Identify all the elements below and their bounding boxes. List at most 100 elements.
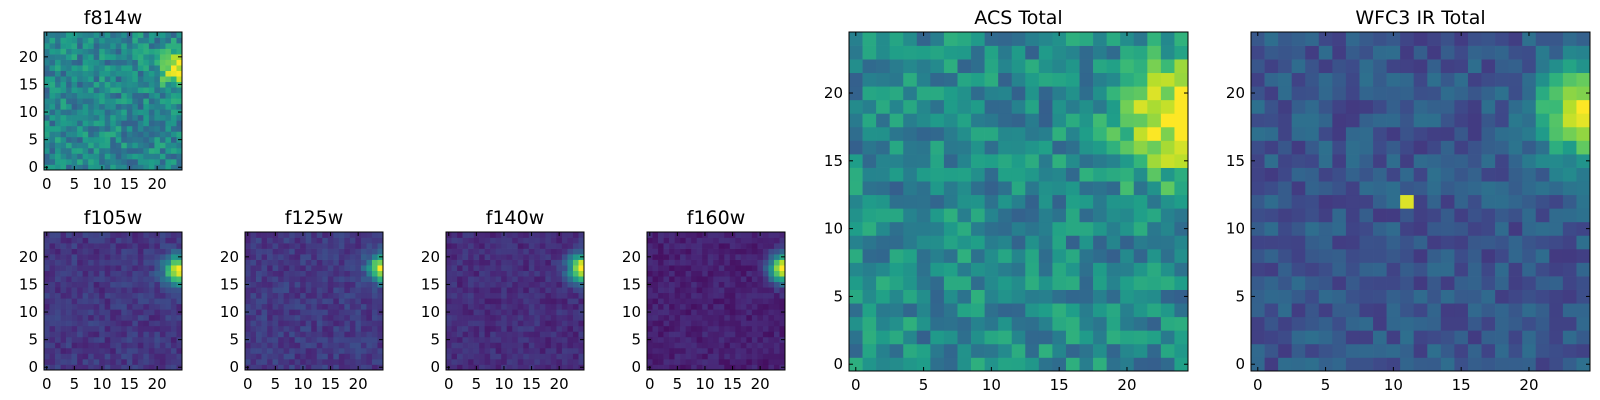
heatmap-cell — [762, 237, 769, 244]
heatmap-cell — [294, 309, 301, 316]
heatmap-cell — [170, 103, 177, 110]
heatmap-cell — [66, 232, 72, 238]
heatmap-cell — [360, 232, 367, 238]
heatmap-cell — [903, 86, 918, 101]
heatmap-cell — [250, 336, 257, 343]
heatmap-cell — [550, 259, 557, 266]
heatmap-cell — [1427, 316, 1442, 331]
heatmap-cell — [82, 120, 89, 127]
heatmap-cell — [305, 364, 312, 371]
heatmap-cell — [1011, 194, 1026, 209]
heatmap-cell — [462, 336, 469, 343]
heatmap-cell — [773, 364, 780, 371]
heatmap-cell — [132, 342, 139, 349]
heatmap-cell — [1413, 343, 1428, 358]
heatmap-cell — [457, 347, 463, 354]
heatmap-cell — [762, 314, 769, 321]
heatmap-cell — [1025, 32, 1040, 46]
heatmap-cell — [371, 358, 378, 365]
heatmap-cell — [77, 87, 83, 94]
heatmap-cell — [751, 237, 758, 244]
heatmap-cell — [71, 309, 78, 316]
heatmap-cell — [1318, 181, 1333, 196]
heatmap-cell — [523, 331, 530, 338]
heatmap-cell — [355, 270, 362, 277]
heatmap-cell — [1291, 32, 1306, 46]
heatmap-cell — [272, 320, 279, 327]
heatmap-cell — [757, 254, 764, 260]
heatmap-cell — [355, 353, 362, 360]
heatmap-cell — [674, 303, 681, 310]
heatmap-cell — [523, 325, 530, 332]
heatmap-cell — [283, 320, 290, 327]
heatmap-cell — [572, 336, 579, 343]
heatmap-cell — [1332, 154, 1347, 168]
heatmap-cell — [751, 331, 758, 338]
heatmap-cell — [501, 358, 508, 365]
heatmap-cell — [572, 358, 579, 365]
heatmap-cell — [316, 325, 323, 332]
heatmap-cell — [735, 254, 742, 260]
heatmap-cell — [1549, 113, 1564, 128]
heatmap-cell — [82, 248, 89, 255]
heatmap-cell — [652, 270, 659, 277]
heatmap-cell — [366, 331, 373, 338]
heatmap-cell — [1481, 154, 1496, 168]
heatmap-cell — [1549, 221, 1564, 236]
heatmap-cell — [333, 265, 340, 271]
heatmap-cell — [490, 292, 497, 299]
heatmap-cell — [327, 342, 334, 349]
heatmap-cell — [1093, 262, 1107, 277]
heatmap-cell — [1251, 316, 1265, 331]
heatmap-cell — [746, 281, 753, 288]
heatmap-cell — [371, 325, 378, 332]
heatmap-cell — [148, 342, 155, 349]
heatmap-cell — [862, 235, 877, 250]
heatmap-cell — [1454, 126, 1469, 141]
heatmap-cell — [170, 65, 177, 71]
heatmap-cell — [556, 353, 563, 360]
heatmap-cell — [165, 147, 172, 154]
heatmap-cell — [1562, 140, 1577, 155]
heatmap-cell — [1120, 248, 1135, 263]
heatmap-cell — [261, 270, 268, 277]
heatmap-cell — [1332, 72, 1347, 87]
heatmap-cell — [567, 309, 574, 316]
heatmap-cell — [49, 358, 56, 365]
heatmap-cell — [757, 237, 764, 244]
heatmap-cell — [506, 364, 513, 371]
heatmap-cell — [60, 125, 67, 132]
heatmap-cell — [1386, 140, 1401, 155]
heatmap-cell — [702, 358, 709, 365]
heatmap-cell — [930, 262, 945, 277]
heatmap-cell — [1386, 181, 1401, 196]
heatmap-cell — [567, 270, 574, 277]
heatmap-cell — [724, 347, 731, 354]
heatmap-cell — [176, 37, 183, 44]
heatmap-cell — [707, 270, 714, 277]
heatmap-cell — [1576, 221, 1591, 236]
heatmap-cell — [154, 265, 161, 271]
heatmap-cell — [1011, 208, 1026, 223]
heatmap-cell — [539, 336, 546, 343]
heatmap-cell — [578, 243, 585, 249]
heatmap-cell — [1038, 167, 1053, 182]
heatmap-cell — [278, 353, 284, 360]
heatmap-cell — [652, 336, 659, 343]
heatmap-cell — [889, 59, 904, 74]
heatmap-cell — [707, 320, 714, 327]
heatmap-cell — [652, 243, 659, 249]
heatmap-cell — [1079, 289, 1094, 304]
heatmap-cell — [1495, 248, 1509, 263]
heatmap-cell — [1079, 126, 1094, 141]
heatmap-cell — [724, 298, 731, 305]
heatmap-cell — [473, 254, 480, 260]
heatmap-cell — [916, 194, 931, 209]
heatmap-cell — [311, 331, 318, 338]
heatmap-cell — [1052, 86, 1067, 101]
heatmap-cell — [1373, 194, 1387, 209]
heatmap-cell — [77, 292, 83, 299]
heatmap-cell — [250, 259, 257, 266]
heatmap-cell — [740, 292, 747, 299]
heatmap-cell — [137, 54, 144, 60]
